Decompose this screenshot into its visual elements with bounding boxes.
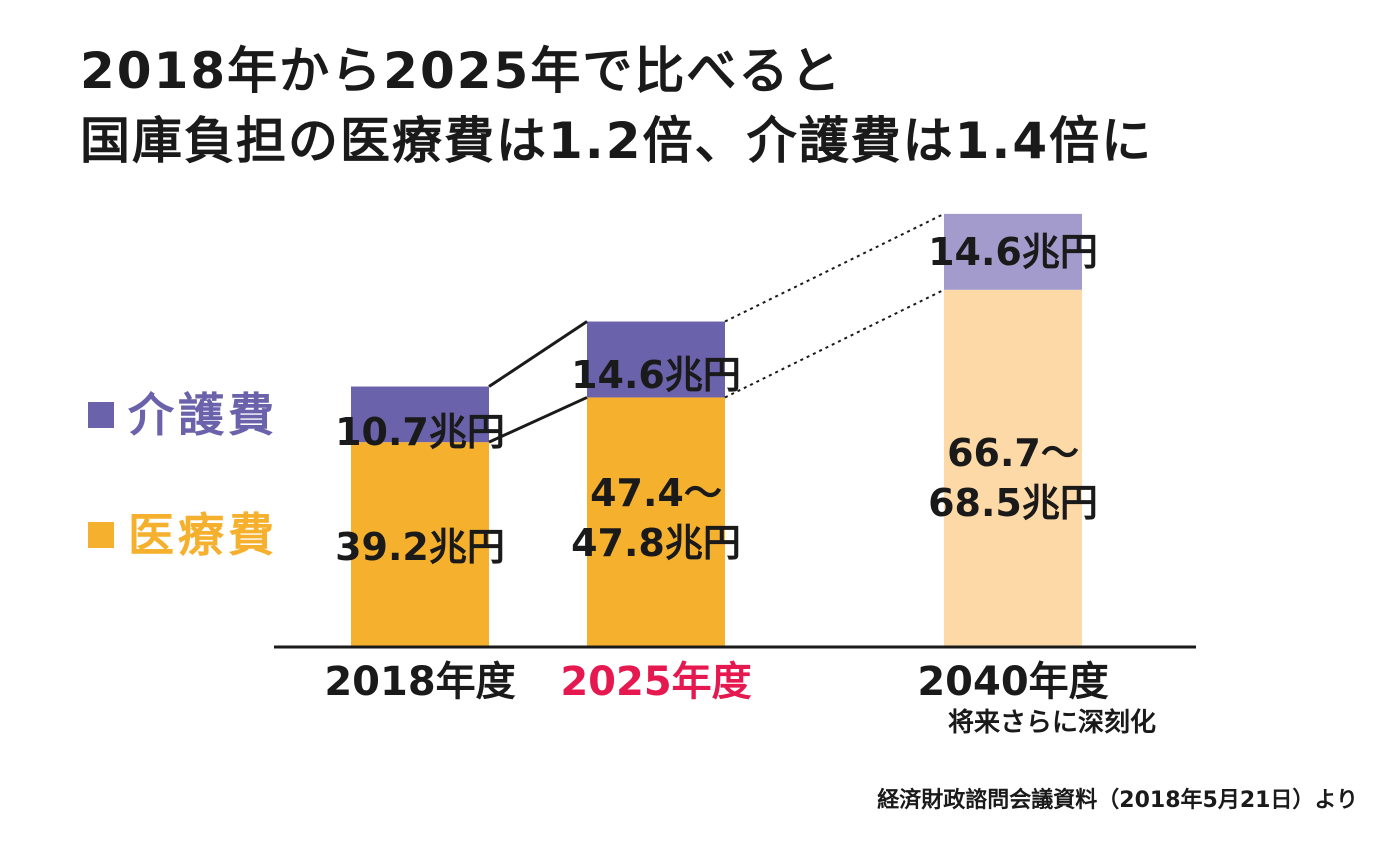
- data-label-kaigo-2025-0: 14.6兆円: [571, 353, 741, 397]
- data-label-iryo-2040-1: 68.5兆円: [928, 481, 1098, 525]
- bar-iryo-2018: [351, 442, 489, 646]
- category-label-2018: 2018年度: [324, 659, 516, 705]
- legend-label-kaigo: 介護費: [128, 388, 278, 442]
- title-line-2: 国庫負担の医療費は1.2倍、介護費は1.4倍に: [80, 112, 1154, 170]
- bar-kaigo-2018: [351, 386, 489, 443]
- connector-kaigo-top-2018-2025: [488, 320, 588, 388]
- category-label-2025: 2025年度: [560, 659, 752, 705]
- bar-kaigo-2040: [944, 213, 1082, 290]
- legend-swatch-iryo: [88, 522, 114, 548]
- data-label-iryo-2040-0: 66.7～: [947, 431, 1079, 475]
- data-label-iryo-2025-1: 47.8兆円: [571, 521, 741, 565]
- legend-item-kaigo: 介護費: [88, 392, 278, 438]
- title-line-1: 2018年から2025年で比べると: [80, 42, 843, 100]
- connector-kaigo-bottom-2018-2025: [488, 396, 588, 444]
- bar-iryo-2040: [944, 289, 1082, 646]
- legend-label-iryo: 医療費: [128, 508, 278, 562]
- data-label-iryo-2018-0: 39.2兆円: [335, 525, 505, 569]
- category-note-2040: 将来さらに深刻化: [947, 708, 1157, 738]
- legend-item-iryo: 医療費: [88, 512, 278, 558]
- data-label-kaigo-2040-0: 14.6兆円: [928, 230, 1098, 274]
- connector-kaigo-bottom-2025-2040: [724, 288, 945, 399]
- bar-iryo-2025: [587, 397, 725, 646]
- legend-swatch-kaigo: [88, 402, 114, 428]
- data-label-iryo-2025-0: 47.4～: [590, 471, 722, 515]
- bar-kaigo-2025: [587, 321, 725, 398]
- source-note: 経済財政諮問会議資料（2018年5月21日）より: [877, 788, 1358, 813]
- category-label-2040: 2040年度: [917, 659, 1109, 705]
- data-label-kaigo-2018-0: 10.7兆円: [335, 410, 505, 454]
- connector-kaigo-top-2025-2040: [724, 212, 945, 323]
